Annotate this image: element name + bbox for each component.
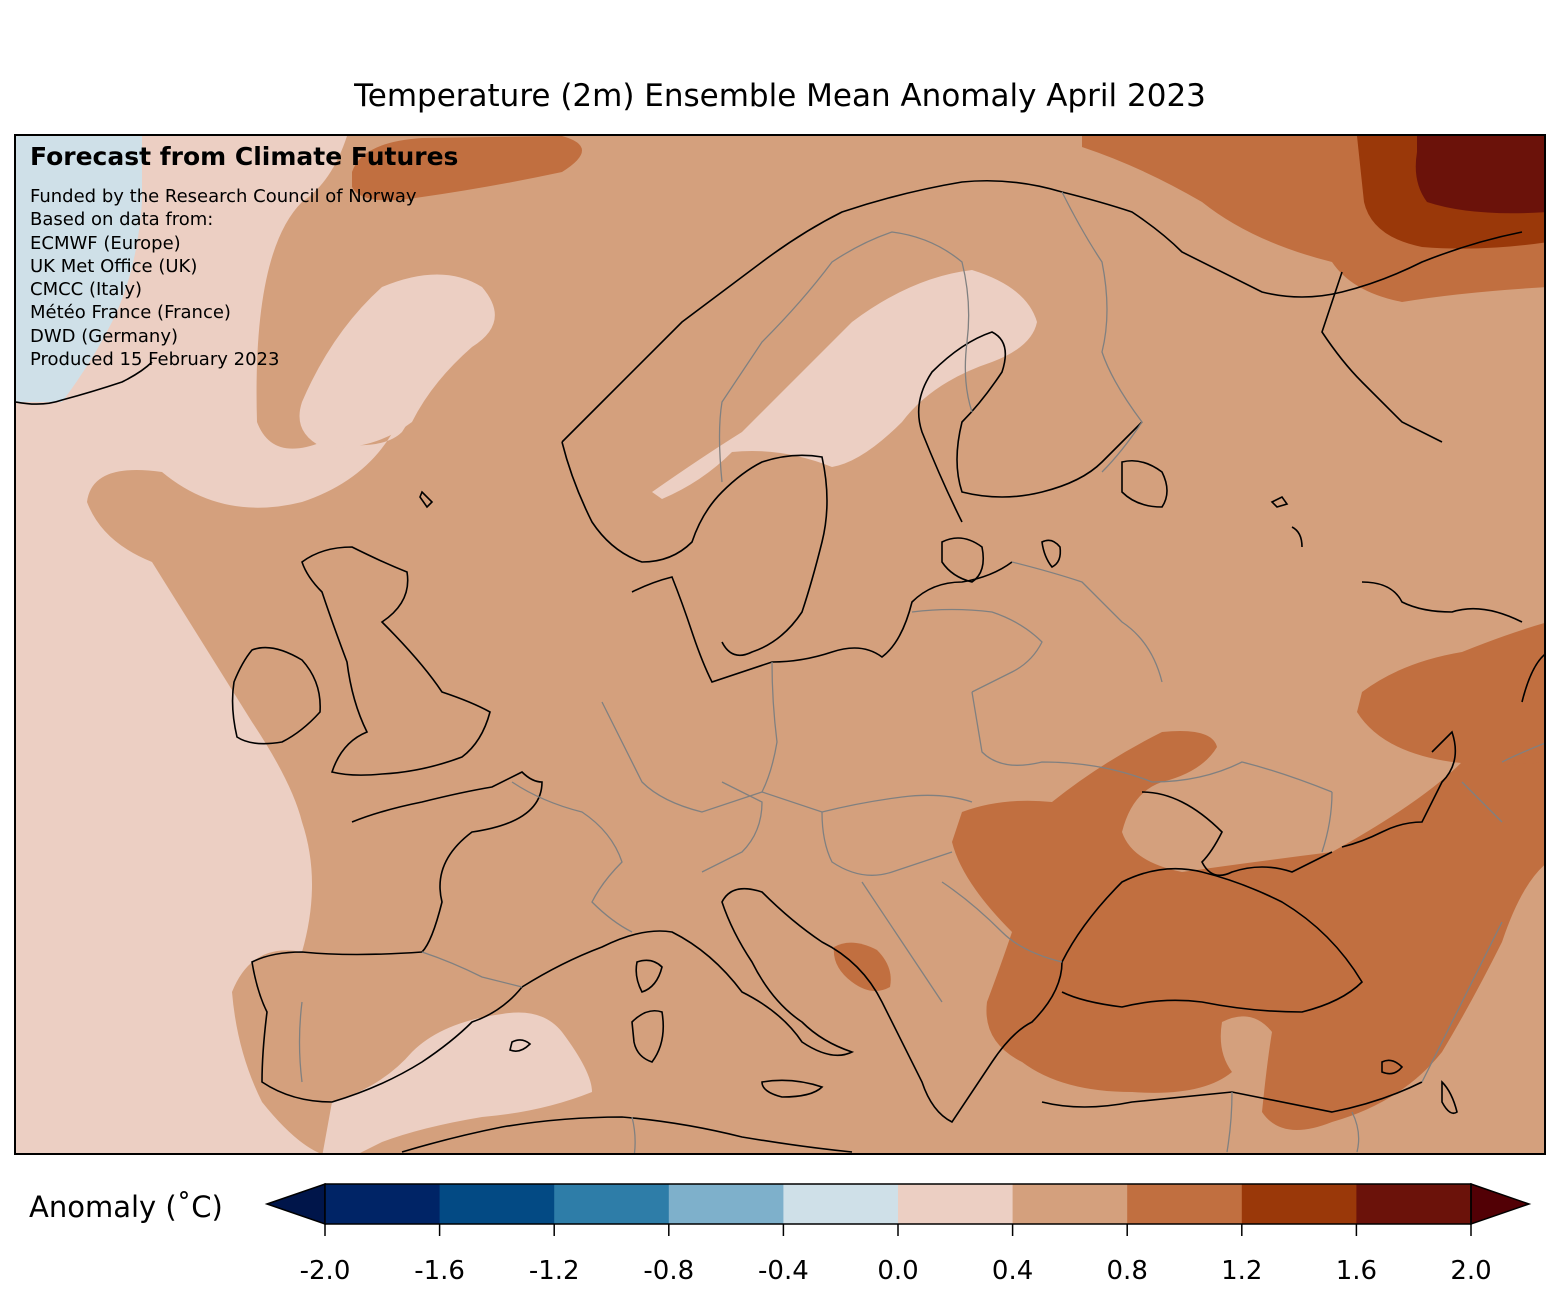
credit-line: Produced 15 February 2023	[30, 349, 280, 371]
chart-title: Temperature (2m) Ensemble Mean Anomaly A…	[354, 78, 1206, 114]
colorbar-under-triangle	[264, 1182, 326, 1226]
credit-line: Funded by the Research Council of Norway	[30, 186, 417, 207]
anomaly-map	[16, 136, 1544, 1153]
colorbar-over-triangle	[1470, 1182, 1532, 1226]
country-borders	[298, 191, 1544, 1153]
anomaly-region-northwest-cool	[16, 136, 142, 402]
anomaly-region-balkans	[833, 942, 891, 991]
coastlines	[16, 179, 1544, 1153]
credit-line: Based on data from:	[30, 209, 214, 231]
colorbar-bin	[554, 1184, 670, 1224]
anomaly-region-western-med	[322, 1012, 592, 1153]
anomaly-region-atlantic-west	[16, 136, 416, 1153]
anomaly-region-black-sea	[952, 665, 1544, 1130]
colorbar-bin	[898, 1184, 1014, 1224]
colorbar	[264, 1182, 1532, 1236]
colorbar-tick-label: 2.0	[1450, 1256, 1492, 1286]
colorbar-label: Anomaly (˚C)	[29, 1190, 223, 1224]
credit-line: ECMWF (Europe)	[30, 232, 181, 254]
colorbar-bin	[439, 1184, 555, 1224]
credits-heading: Forecast from Climate Futures	[30, 142, 459, 171]
colorbar-tick-label: -2.0	[299, 1256, 351, 1286]
colorbar-tick-label: -1.6	[414, 1256, 465, 1286]
credit-line: Météo France (France)	[30, 302, 231, 324]
colorbar-bins	[325, 1184, 1472, 1224]
colorbar-bin	[1241, 1184, 1357, 1224]
colorbar-tick-label: 0.8	[1106, 1256, 1148, 1286]
anomaly-region-atlantic-plume	[299, 274, 495, 448]
anomaly-region-sweden	[652, 270, 1037, 499]
colorbar-tick-label: 1.6	[1335, 1256, 1378, 1286]
colorbar-tick-label: -1.2	[528, 1256, 580, 1286]
credits-block: Forecast from Climate Futures Funded by …	[30, 142, 458, 371]
colorbar-bin	[783, 1184, 899, 1224]
credit-line: DWD (Germany)	[30, 325, 179, 347]
colorbar-bin	[668, 1184, 784, 1224]
anomaly-region-norwegian-sea	[352, 136, 582, 201]
map-panel	[14, 134, 1546, 1155]
colorbar-bin	[1012, 1184, 1128, 1224]
colorbar-tick-label: 0.0	[877, 1256, 919, 1286]
colorbar-bin	[1127, 1184, 1243, 1224]
colorbar-ticks	[324, 1224, 1472, 1236]
credit-line: CMCC (Italy)	[30, 279, 143, 301]
colorbar-bin	[1356, 1184, 1472, 1224]
colorbar-tick-label: -0.8	[643, 1256, 695, 1286]
credit-line: UK Met Office (UK)	[30, 255, 198, 277]
colorbar-bin	[325, 1184, 441, 1224]
colorbar-tick-label: -0.4	[758, 1256, 809, 1286]
colorbar-tick-label: 0.4	[991, 1256, 1034, 1286]
anomaly-region-arctic-hot	[1415, 136, 1544, 214]
anomaly-region-east-russia	[1357, 623, 1544, 765]
colorbar-tick-label: 1.2	[1221, 1256, 1263, 1286]
